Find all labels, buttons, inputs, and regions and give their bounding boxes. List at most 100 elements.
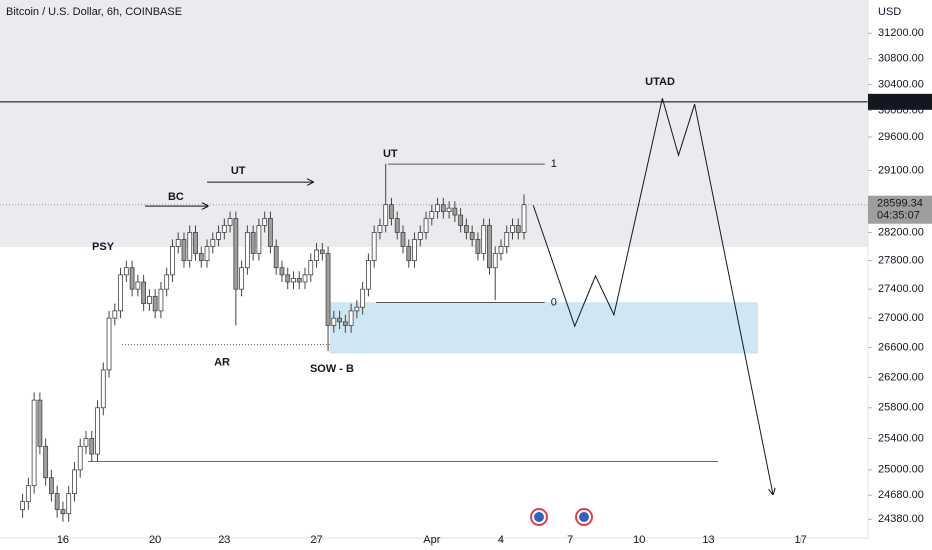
candle-body [337, 317, 342, 323]
candle-body [146, 295, 152, 305]
y-tick-label: 27400.00 [878, 283, 924, 295]
last-price-box [868, 195, 932, 224]
candle-body [170, 246, 175, 276]
candle-body [308, 260, 314, 276]
y-tick-label: 25800.00 [878, 402, 924, 414]
candle-body [262, 218, 268, 226]
zone [329, 302, 759, 354]
candle-body [296, 278, 302, 283]
x-tick-label: 20 [149, 534, 161, 546]
candle-body [31, 399, 37, 487]
candle-body [37, 399, 43, 447]
candle-body [175, 239, 181, 247]
candle-body [100, 369, 106, 409]
candle-body [60, 509, 66, 515]
x-tick-label: 27 [310, 534, 322, 546]
x-tick-label: Apr [423, 534, 440, 546]
x-tick-label: 17 [795, 534, 807, 546]
candle-body [244, 232, 250, 269]
candle-body [54, 493, 60, 511]
candle-body [446, 207, 452, 212]
y-tick-label: 25400.00 [878, 432, 924, 444]
candle-body [458, 214, 464, 226]
y-tick-label: 27800.00 [878, 255, 924, 267]
candle-body [66, 493, 72, 515]
last-price-label: 28599.34 [877, 198, 923, 210]
candle-body [498, 246, 504, 254]
annotation: UT [383, 148, 398, 160]
candle-body [181, 239, 187, 261]
candle-body [72, 469, 77, 495]
candle-body [510, 225, 515, 233]
annotation: UTAD [645, 76, 675, 88]
candle-body [348, 310, 354, 326]
candle-body [521, 204, 527, 233]
candle-body [227, 218, 233, 226]
x-tick-label: 23 [218, 534, 230, 546]
candle-body [49, 477, 54, 495]
price-axis [868, 0, 932, 550]
candle-body [515, 225, 521, 233]
y-tick-label: 31200.00 [878, 27, 924, 39]
annotation: AR [214, 356, 230, 368]
x-tick-label: 4 [498, 534, 504, 546]
x-tick-label: 7 [567, 534, 573, 546]
plot-area: 1 0 PSY BC UT UT AR SOW - B UTAD [0, 0, 868, 522]
candle-body [106, 317, 112, 371]
candle-body [423, 218, 429, 233]
candle-body [377, 225, 383, 233]
candle-body [158, 288, 164, 312]
candle-body [463, 225, 469, 233]
segment-label: 0 [551, 296, 557, 308]
candle-body [492, 253, 498, 269]
candle-body [268, 218, 273, 247]
candle-body [256, 225, 262, 254]
candle-body [198, 253, 204, 261]
candle-body [43, 445, 49, 479]
countdown-label: 04:35:07 [877, 210, 920, 222]
candle-body [400, 232, 406, 247]
candle-body [89, 438, 95, 455]
candle-body [164, 274, 170, 290]
candle-body [123, 267, 129, 276]
candle-body [325, 253, 331, 326]
candle-body [129, 267, 135, 290]
candle-body [371, 232, 377, 261]
candle-body [406, 246, 412, 261]
candle-body [412, 239, 417, 261]
candle-body [20, 501, 25, 511]
candle-body [314, 249, 319, 261]
y-tick-label: 28200.00 [878, 226, 924, 238]
candle-body [285, 274, 291, 283]
y-tick-label: 29600.00 [878, 131, 924, 143]
candle-body [233, 218, 239, 290]
candle-body [187, 232, 193, 261]
candle-body [291, 278, 296, 283]
segment-label: 1 [551, 158, 557, 170]
annotation: SOW - B [310, 363, 354, 375]
candle-body [83, 438, 89, 447]
y-tick-label: 30800.00 [878, 53, 924, 65]
candle-body [77, 445, 83, 471]
annotation: UT [231, 165, 246, 177]
candle-body [302, 274, 308, 283]
candle-body [435, 204, 440, 212]
candle-body [279, 267, 285, 276]
x-tick-label: 13 [702, 534, 714, 546]
y-tick-label: 24680.00 [878, 489, 924, 501]
candle-body [366, 260, 371, 290]
projection-path [532, 98, 773, 494]
candle-body [342, 321, 348, 326]
candle-body [469, 232, 475, 240]
candle-body [118, 274, 123, 312]
candle-body [25, 485, 31, 503]
candle-body [273, 246, 279, 269]
candle-body [152, 295, 158, 312]
candle-body [95, 407, 100, 455]
candle-body [440, 204, 446, 212]
candle-body [319, 249, 325, 254]
currency: USD [878, 6, 901, 18]
y-tick-label: 25000.00 [878, 464, 924, 476]
chart-title: Bitcoin / U.S. Dollar, 6h, COINBASE [6, 6, 182, 18]
